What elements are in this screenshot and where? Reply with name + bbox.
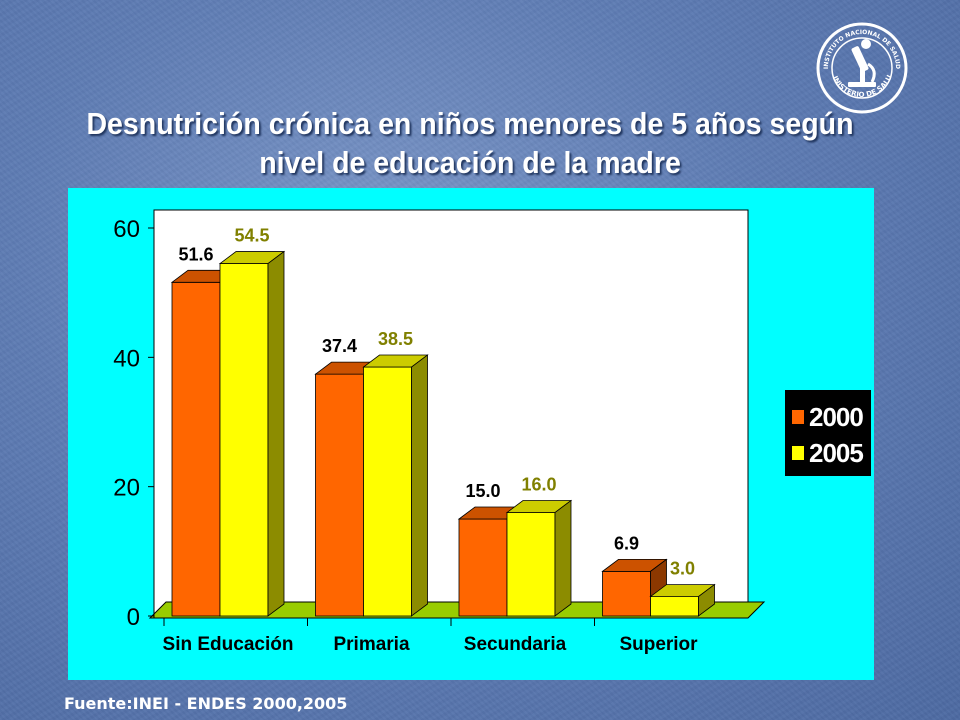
bar-chart: 0 20 40 60 51.6 54.5 Sin Educación 37.4 38.5 Prim… (113, 209, 766, 655)
source-note: Fuente:INEI - ENDES 2000,2005 (64, 694, 348, 713)
legend-swatch-2005 (791, 445, 805, 461)
title-line-2: nivel de educación de la madre (259, 145, 681, 180)
x-tick-label-3: Superior (619, 634, 698, 655)
data-label-2005-3: 3.0 (670, 559, 695, 579)
y-tick-label: 20 (113, 475, 140, 502)
chart-panel: 0 20 40 60 51.6 54.5 Sin Educación 37.4 38.5 Prim… (68, 188, 874, 680)
legend-label-2000: 2000 (809, 401, 864, 432)
bar-2000-3 (602, 570, 651, 617)
bar-2005-0-side (267, 250, 285, 617)
bar-2005-3-side (698, 583, 715, 617)
x-tick-label-2: Secundaria (464, 634, 567, 655)
legend: 2000 2005 (785, 390, 871, 476)
y-tick-label: 40 (113, 345, 140, 372)
data-label-2005-1: 38.5 (378, 329, 413, 349)
x-tick-label-0: Sin Educación (163, 634, 294, 655)
bar-2005-2-side (554, 499, 572, 617)
data-label-2000-0: 51.6 (178, 244, 213, 264)
data-label-2000-2: 15.0 (465, 481, 500, 501)
bar-2000-2 (458, 518, 508, 617)
y-tick-label: 60 (113, 216, 140, 243)
legend-label-2005: 2005 (809, 437, 864, 468)
legend-swatch-2000 (791, 409, 805, 425)
slide-title: Desnutrición crónica en niños menores de… (74, 104, 865, 182)
bar-2000-1 (315, 373, 364, 617)
microscope-icon (848, 39, 876, 87)
bar-2005-0 (219, 263, 269, 617)
title-line-1: Desnutrición crónica en niños menores de… (86, 106, 854, 141)
bar-2005-1-side (411, 354, 428, 617)
bar-2005-2 (506, 512, 556, 617)
bar-2005-3 (650, 596, 699, 617)
data-label-2000-3: 6.9 (614, 533, 639, 553)
ministry-logo: INSTITUTO NACIONAL DE SALUD MINISTERIO D… (810, 16, 908, 114)
data-label-2000-1: 37.4 (322, 336, 357, 356)
data-label-2005-2: 16.0 (521, 475, 556, 495)
data-label-2005-0: 54.5 (234, 226, 269, 246)
legend-item-2000: 2000 (791, 400, 864, 434)
y-tick-label: 0 (127, 604, 140, 631)
legend-item-2005: 2005 (791, 436, 864, 470)
bar-2000-0 (171, 281, 221, 617)
bar-2005-1 (363, 366, 412, 617)
x-tick-label-1: Primaria (333, 634, 409, 655)
